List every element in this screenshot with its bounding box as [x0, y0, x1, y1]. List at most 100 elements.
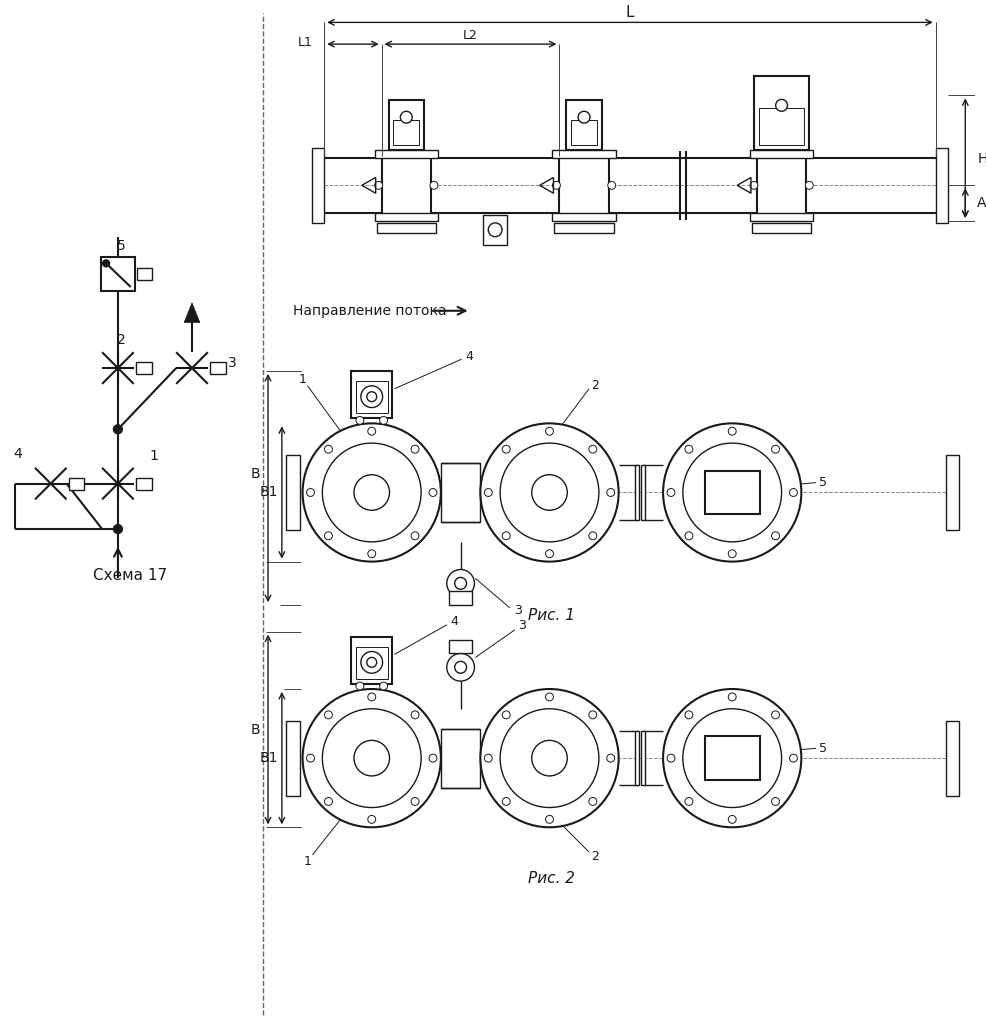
Bar — [313, 147, 324, 223]
Bar — [449, 591, 472, 605]
Circle shape — [502, 531, 510, 540]
Circle shape — [772, 531, 780, 540]
Circle shape — [776, 99, 788, 112]
Circle shape — [113, 524, 122, 534]
Text: A: A — [977, 197, 986, 210]
Circle shape — [368, 427, 376, 435]
Circle shape — [685, 531, 693, 540]
Circle shape — [361, 651, 383, 673]
Circle shape — [502, 711, 510, 719]
Circle shape — [772, 798, 780, 806]
Text: L: L — [625, 5, 634, 20]
Bar — [754, 76, 809, 150]
Text: B: B — [250, 467, 260, 480]
Bar — [69, 477, 85, 489]
Circle shape — [606, 488, 614, 497]
Circle shape — [685, 445, 693, 454]
Bar — [210, 362, 226, 374]
Circle shape — [307, 488, 315, 497]
Circle shape — [411, 531, 419, 540]
Bar — [137, 268, 153, 281]
Circle shape — [552, 181, 560, 189]
Text: 5: 5 — [819, 476, 827, 489]
Circle shape — [729, 427, 737, 435]
Circle shape — [589, 445, 597, 454]
Circle shape — [303, 423, 441, 561]
Bar — [946, 721, 959, 796]
Circle shape — [683, 443, 782, 542]
Bar — [102, 257, 135, 291]
Bar — [750, 213, 813, 221]
Text: 2: 2 — [116, 334, 125, 347]
Bar — [351, 637, 392, 684]
Text: 2: 2 — [591, 379, 599, 392]
Circle shape — [480, 423, 618, 561]
Circle shape — [683, 709, 782, 808]
Bar — [635, 731, 639, 785]
Circle shape — [430, 181, 438, 189]
Circle shape — [750, 181, 758, 189]
Bar — [566, 100, 601, 150]
Circle shape — [429, 488, 437, 497]
Circle shape — [668, 488, 675, 497]
Bar — [393, 120, 419, 144]
Circle shape — [480, 689, 618, 827]
Circle shape — [380, 682, 387, 690]
Circle shape — [790, 488, 798, 497]
Bar — [635, 465, 639, 519]
Circle shape — [324, 798, 332, 806]
Text: Направление потока: Направление потока — [293, 304, 456, 317]
Circle shape — [685, 798, 693, 806]
Circle shape — [354, 475, 389, 510]
Circle shape — [607, 181, 615, 189]
Text: L1: L1 — [298, 36, 313, 48]
Bar — [356, 381, 387, 414]
Circle shape — [367, 392, 377, 401]
Bar — [641, 731, 645, 785]
Circle shape — [380, 417, 387, 424]
Circle shape — [324, 531, 332, 540]
Bar — [136, 477, 152, 489]
Text: 1: 1 — [149, 449, 158, 463]
Text: 5: 5 — [116, 239, 125, 253]
Bar — [552, 213, 615, 221]
Circle shape — [411, 445, 419, 454]
Bar — [449, 640, 472, 653]
Circle shape — [429, 755, 437, 762]
Circle shape — [447, 653, 474, 681]
Circle shape — [729, 815, 737, 823]
Circle shape — [500, 443, 599, 542]
Circle shape — [545, 427, 553, 435]
Bar — [375, 213, 438, 221]
Circle shape — [668, 755, 675, 762]
Circle shape — [303, 689, 441, 827]
Bar — [441, 463, 480, 522]
Circle shape — [545, 550, 553, 558]
Text: 3: 3 — [228, 356, 237, 370]
Circle shape — [488, 223, 502, 237]
Bar — [388, 100, 424, 150]
Bar — [286, 721, 300, 796]
Circle shape — [368, 693, 376, 700]
Bar — [936, 147, 948, 223]
Circle shape — [361, 386, 383, 408]
Text: 3: 3 — [518, 620, 526, 632]
Text: 1: 1 — [299, 374, 307, 386]
Circle shape — [455, 578, 466, 589]
Circle shape — [400, 112, 412, 123]
Circle shape — [545, 693, 553, 700]
Text: L2: L2 — [463, 29, 478, 42]
Text: B: B — [250, 723, 260, 736]
Bar — [759, 109, 804, 144]
Circle shape — [103, 260, 109, 267]
Bar — [752, 223, 811, 232]
Bar — [377, 223, 436, 232]
Bar — [382, 151, 431, 220]
Circle shape — [484, 488, 492, 497]
Polygon shape — [184, 303, 200, 323]
Circle shape — [484, 755, 492, 762]
Circle shape — [715, 475, 750, 510]
Bar — [356, 646, 387, 679]
Text: 2: 2 — [591, 850, 599, 863]
Circle shape — [502, 798, 510, 806]
